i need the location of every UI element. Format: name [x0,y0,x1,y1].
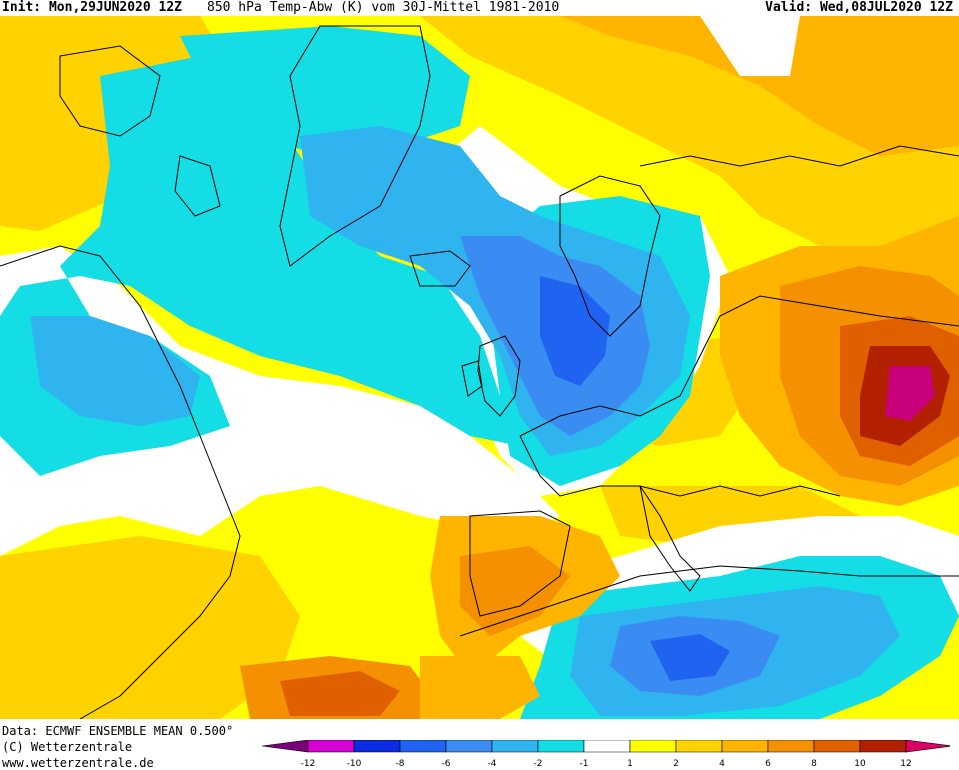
colorbar-swatch [629,740,677,753]
colorbar-tick-label: -10 [347,759,362,769]
iceland-coast [409,250,471,287]
america-coast [0,245,241,719]
anomaly-region-y3 [560,16,959,156]
russia-north-coast [639,145,959,167]
colorbar-tick-label: 12 [900,759,911,769]
anomaly-region-white [700,16,800,76]
anomaly-field-layer [0,16,959,719]
europe-coast [519,295,959,497]
colorbar-swatch [307,740,355,753]
ireland-coast [461,360,483,397]
colorbar-tick-label: -12 [301,759,316,769]
colorbar-legend: -12 -10 -8 -6 -4 -2 -1 1 2 4 6 8 10 12 [261,740,950,769]
anomaly-region-o1 [460,546,570,636]
anomaly-region-c4 [650,634,730,681]
scandinavia-coast [559,175,661,337]
anomaly-region-o2 [280,671,400,716]
colorbar-swatch [905,740,950,753]
colorbar-swatch [583,740,631,753]
colorbar-swatch [353,740,401,753]
greenland-coast [279,25,431,267]
copyright-label: (C) Wetterzentrale [2,740,133,754]
init-time-label: Init: Mon,29JUN2020 12Z [2,0,183,15]
map-title: 850 hPa Temp-Abw (K) vom 30J-Mittel 1981… [207,0,560,15]
colorbar-swatch [261,740,309,753]
colorbar-tick-label: -2 [534,759,543,769]
iberia-coast [469,510,571,617]
anomaly-region-c1 [180,26,470,156]
colorbar-tick-label: 4 [719,759,725,769]
colorbar-tick-label: 6 [765,759,771,769]
anomaly-region-y3 [420,656,540,719]
anomaly-region-c2 [30,316,200,426]
colorbar-swatch [859,740,907,753]
anomaly-region-c4 [540,276,610,386]
colorbar-tick-label: -8 [396,759,405,769]
colorbar-tick-label: -1 [580,759,589,769]
colorbar-tick-label: 8 [811,759,817,769]
temperature-anomaly-map [0,16,959,719]
anomaly-region-m1 [885,366,935,421]
valid-time-label: Valid: Wed,08JUL2020 12Z [765,0,953,15]
britain-coast [477,335,521,417]
canada-islands [59,45,221,217]
coastline-layer [0,25,959,719]
colorbar-tick-label: 10 [854,759,866,769]
colorbar-swatch [675,740,723,753]
italy-coast [639,485,701,592]
anomaly-region-white [0,246,560,556]
colorbar-tick-label: 2 [673,759,679,769]
colorbar-swatch [721,740,769,753]
colorbar-swatch [491,740,539,753]
colorbar-swatch [767,740,815,753]
colorbar-swatch [445,740,493,753]
colorbar-swatch [813,740,861,753]
website-label: www.wetterzentrale.de [2,756,154,770]
anomaly-region-y2 [0,536,300,719]
colorbar-tick-label: -6 [442,759,451,769]
colorbar-tick-label: 1 [627,759,633,769]
colorbar-swatch [537,740,585,753]
africa-coast [459,565,959,637]
colorbar-tick-label: -4 [488,759,497,769]
data-source-label: Data: ECMWF ENSEMBLE MEAN 0.500° [2,724,234,738]
colorbar-swatch [399,740,447,753]
